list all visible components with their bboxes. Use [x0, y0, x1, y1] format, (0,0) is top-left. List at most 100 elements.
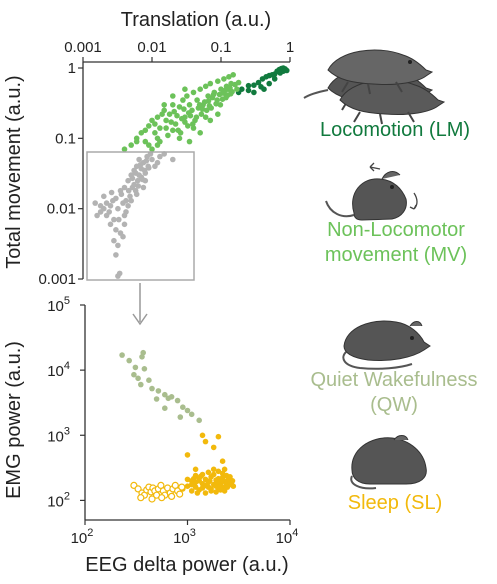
point-grey: [92, 200, 98, 206]
point-qw: [184, 407, 191, 414]
point-qw: [126, 357, 132, 364]
point-grey: [133, 191, 140, 198]
point-mv: [215, 78, 221, 84]
point-sl: [199, 432, 206, 439]
point-mv: [190, 125, 197, 131]
point-mv: [220, 90, 227, 96]
quiet-wakefulness-legend-line-1: Quiet Wakefulness: [310, 369, 478, 391]
point-grey: [101, 193, 107, 200]
point-sl: [214, 479, 220, 486]
point-qw: [131, 371, 137, 378]
point-grey: [157, 153, 163, 160]
point-sl: [190, 475, 197, 482]
point-sl: [210, 471, 217, 478]
point-mv: [194, 97, 200, 103]
point-grey: [118, 191, 125, 198]
point-grey: [113, 227, 119, 233]
point-mv: [235, 79, 242, 86]
point-mv: [199, 106, 206, 112]
point-lm: [271, 76, 278, 82]
point-sl: [210, 466, 217, 473]
point-sl: [202, 490, 209, 496]
translation-axis-label: Translation (a.u.): [121, 9, 271, 31]
point-grey: [113, 252, 119, 258]
point-sl: [215, 468, 222, 475]
point-lm: [280, 68, 287, 74]
point-grey: [121, 184, 128, 191]
quiet-wakefulness-legend-label: Quiet Wakefulness (QW): [294, 368, 494, 418]
point-sl: [210, 444, 217, 451]
point-mv: [146, 123, 152, 129]
point-mv: [146, 142, 152, 148]
point-sl: [205, 469, 212, 476]
translation-tick-label: 0.1: [211, 39, 232, 56]
point-mv: [197, 130, 203, 136]
point-grey: [111, 237, 117, 244]
non-locomotor-mouse-icon: [325, 162, 418, 221]
point-grey: [116, 270, 123, 277]
point-grey: [111, 216, 117, 223]
total-movement-tick-label: 0.1: [55, 130, 76, 147]
point-qw: [196, 417, 202, 424]
non-locomotor-legend-label: Non-Locomotor movement (MV): [296, 218, 496, 268]
point-qw: [119, 352, 125, 358]
point-grey: [101, 205, 107, 212]
point-grey: [107, 203, 114, 209]
sleep-legend-label: Sleep (SL): [347, 492, 443, 514]
point-qw: [138, 381, 144, 388]
point-lm: [255, 79, 262, 86]
point-lm: [245, 87, 252, 94]
point-mv: [166, 111, 173, 117]
point-grey: [94, 212, 100, 219]
point-sl: [184, 483, 191, 490]
point-qw: [177, 414, 184, 420]
point-mv: [186, 102, 193, 108]
point-sl: [184, 476, 191, 483]
point-grey: [116, 216, 122, 223]
point-sl-open: [137, 494, 145, 502]
point-mv: [172, 121, 179, 127]
point-grey: [110, 197, 116, 204]
point-mv: [121, 146, 128, 152]
eeg-delta-tick-label: 103: [173, 527, 196, 547]
translation-tick-label: 0.001: [64, 39, 102, 56]
point-mv: [202, 83, 209, 90]
eeg-delta-axis-label: EEG delta power (a.u.): [85, 554, 288, 576]
point-sl-open: [158, 494, 166, 502]
point-mv: [205, 93, 211, 99]
total-movement-tick-label: 0.01: [47, 201, 76, 218]
point-mv: [176, 104, 183, 110]
point-sl: [219, 458, 226, 465]
locomotion-legend-label: Locomotion (LM): [319, 119, 471, 141]
point-sl-open: [178, 483, 186, 491]
total-movement-tick-label: 1: [68, 60, 76, 77]
point-grey: [106, 209, 112, 215]
translation-tick-label: 0.01: [137, 39, 166, 56]
point-mv: [142, 138, 149, 145]
point-sl: [202, 438, 209, 445]
non-locomotor-legend-line-2: movement (MV): [324, 244, 468, 266]
total-movement-ticks: 0.001 0.01 0.1 1: [38, 60, 83, 288]
point-qw: [174, 397, 181, 404]
point-sl: [213, 489, 219, 495]
total-movement-axis-label: Total movement (a.u.): [3, 75, 25, 268]
point-qw: [140, 349, 146, 356]
point-sl: [188, 488, 195, 494]
point-mv: [170, 127, 176, 134]
point-mv: [165, 132, 171, 139]
point-sl: [215, 433, 222, 440]
point-mv: [181, 106, 187, 112]
point-qw: [188, 411, 195, 418]
point-grey: [143, 158, 150, 164]
point-mv: [152, 121, 158, 127]
emg-tick-label: 104: [47, 360, 70, 380]
point-mv: [157, 125, 163, 131]
point-mv: [186, 138, 193, 145]
point-sl: [196, 478, 202, 484]
point-grey: [141, 167, 148, 174]
point-mv: [128, 142, 134, 148]
point-grey: [134, 177, 141, 184]
point-sl: [208, 488, 214, 494]
point-grey: [107, 221, 114, 228]
